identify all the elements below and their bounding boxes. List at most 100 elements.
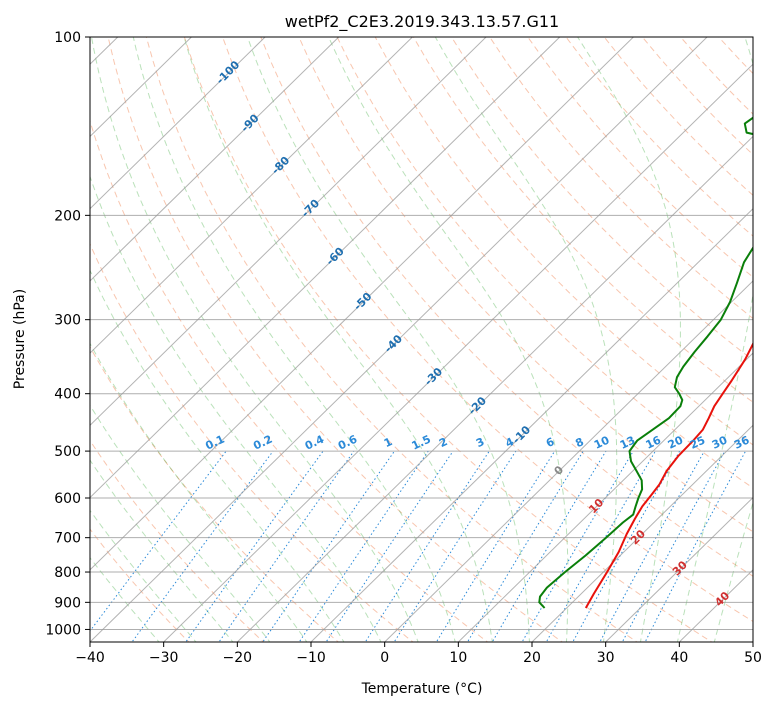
mixing-ratio-line: [364, 450, 490, 642]
dry-adiabat: [757, 37, 775, 644]
y-axis-title: Pressure (hPa): [12, 289, 28, 389]
dewpoint-line: [538, 116, 753, 609]
dry-adiabat: [527, 37, 753, 278]
isotherm-line: [162, 63, 753, 642]
dry-adiabat: [603, 37, 753, 196]
isotherm-line: [457, 352, 753, 642]
dry-adiabat: [222, 37, 753, 623]
dry-adiabat: [90, 119, 489, 642]
mixing-ratio-label: 13: [618, 434, 637, 452]
dry-adiabat: [298, 37, 753, 533]
mixing-ratio-label: 8: [573, 435, 585, 450]
x-axis-title: Temperature (°C): [361, 681, 483, 697]
moist-adiabat: [183, 37, 493, 642]
dry-adiabat: [718, 37, 753, 75]
profile-series: [538, 116, 753, 609]
isotherm-line: [604, 496, 753, 642]
mixing-ratio-line: [466, 450, 584, 642]
x-tick-label: −30: [149, 650, 179, 666]
moist-adiabat: [713, 500, 753, 642]
mixing-ratio-label: 20: [666, 433, 686, 451]
mixing-ratio-line: [218, 450, 355, 642]
isotherm-line: [90, 37, 487, 427]
mixing-ratio-line: [298, 450, 429, 642]
isotherm-line: [310, 207, 753, 642]
mixing-ratio-line: [572, 450, 681, 642]
dry-adiabat: [183, 37, 713, 642]
x-tick-label: −20: [223, 650, 253, 666]
dry-adiabat: [565, 37, 753, 237]
dry-adiabat: [680, 37, 753, 115]
mixing-ratio-line: [131, 450, 274, 642]
isotherm-line: [90, 37, 266, 210]
mixing-ratio-label: 0.6: [336, 432, 359, 452]
dry-adiabat: [641, 37, 753, 156]
mixing-ratio-label: 0.2: [251, 433, 274, 453]
dry-adiabat: [336, 37, 753, 489]
mixing-ratio-line: [393, 450, 517, 642]
mixing-ratio-line: [325, 450, 454, 642]
y-axis: 100 200 300 400 500 600 700 800 900 1000: [45, 30, 90, 638]
isotherm-line: [752, 641, 753, 642]
dry-adiabat: [90, 345, 339, 642]
x-tick-label: −10: [296, 650, 326, 666]
dry-adiabat: [90, 439, 265, 642]
mixing-ratio-line: [644, 450, 747, 642]
isobars: [90, 37, 753, 630]
x-tick-label: −40: [75, 650, 105, 666]
mixing-ratio-line: [521, 450, 634, 642]
dry-adiabat: [90, 528, 190, 642]
moist-adiabat: [90, 459, 234, 642]
dry-adiabat: [451, 37, 753, 361]
y-tick-label: 1000: [45, 622, 81, 638]
mixing-ratio-line: [599, 450, 705, 642]
mixing-ratio-label: 16: [644, 433, 664, 451]
isotherm-line: [531, 424, 753, 642]
mixing-ratio-label: 2: [437, 435, 449, 450]
isotherms: [90, 37, 753, 642]
x-tick-label: 40: [670, 650, 688, 666]
mixing-ratio-line: [435, 450, 556, 642]
y-tick-label: 100: [54, 30, 81, 46]
y-tick-label: 200: [54, 208, 81, 224]
isotherm-label: -100: [214, 58, 243, 87]
isotherm-line: [90, 37, 635, 571]
mixing-ratio-label: 6: [544, 435, 557, 450]
moist-adiabat: [328, 37, 569, 642]
isotherm-line: [90, 37, 414, 354]
isotherm-line: [90, 37, 340, 282]
mixing-ratio-line: [185, 450, 324, 642]
y-tick-label: 700: [54, 531, 81, 547]
y-tick-label: 400: [54, 387, 81, 403]
y-tick-label: 600: [54, 491, 81, 507]
chart-title: wetPf2_C2E3.2019.343.13.57.G11: [285, 12, 559, 32]
y-tick-label: 300: [54, 313, 81, 329]
y-tick-label: 800: [54, 565, 81, 581]
isotherm-line: [90, 37, 561, 499]
moist-adiabat: [90, 269, 345, 642]
x-tick-label: 50: [744, 650, 762, 666]
x-tick-label: 30: [597, 650, 615, 666]
mixing-ratio-label: 36: [732, 433, 752, 451]
temperature-line: [584, 341, 753, 609]
moist-adiabat: [90, 342, 308, 642]
x-tick-label: 10: [449, 650, 467, 666]
mixing-ratio-line: [90, 450, 227, 632]
x-tick-label: 0: [380, 650, 389, 666]
y-tick-label: 500: [54, 444, 81, 460]
mixing-ratio-label: 30: [710, 433, 730, 451]
isotherm-line: [90, 37, 193, 138]
dry-adiabat: [412, 37, 753, 403]
mixing-ratio-line: [621, 450, 726, 642]
dry-adiabat: [374, 37, 753, 446]
moist-adiabat: [90, 404, 271, 642]
isotherm-line: [90, 37, 708, 642]
mixing-ratio-label: 0.4: [303, 433, 326, 453]
moist-adiabat: [577, 37, 681, 642]
mixing-ratio-line: [262, 450, 395, 642]
moist-adiabat: [676, 37, 753, 642]
dry-adiabat: [260, 37, 753, 577]
plot-frame: [89, 36, 754, 643]
mixing-ratio-line: [491, 450, 607, 642]
isotherm-line: [383, 280, 753, 642]
